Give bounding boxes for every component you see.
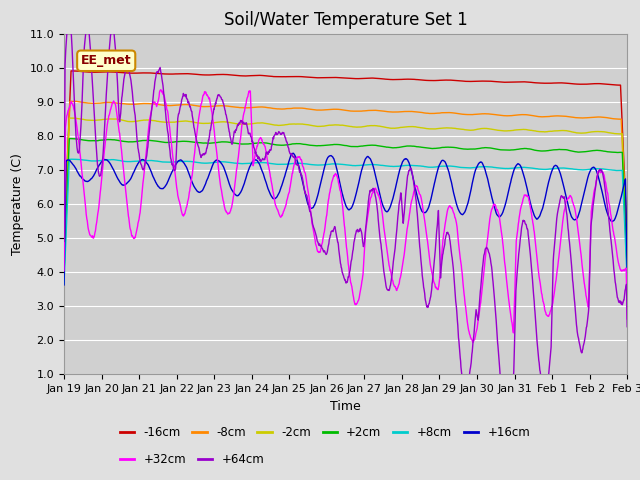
Text: EE_met: EE_met	[81, 54, 132, 67]
Y-axis label: Temperature (C): Temperature (C)	[11, 153, 24, 255]
Legend: +32cm, +64cm: +32cm, +64cm	[115, 448, 269, 471]
X-axis label: Time: Time	[330, 400, 361, 413]
Title: Soil/Water Temperature Set 1: Soil/Water Temperature Set 1	[224, 11, 467, 29]
